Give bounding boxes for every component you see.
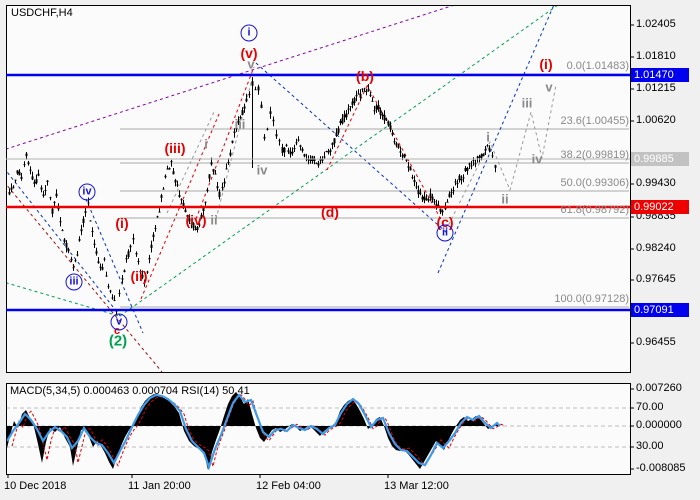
wave-label-i-gray: i xyxy=(204,136,208,152)
wave-label-v-circ: v xyxy=(110,313,128,331)
price-axis-label: 1.02405 xyxy=(636,18,676,30)
trendline-blue-falling-wedge-upper[interactable] xyxy=(0,163,122,318)
price-axis-label: 1.01810 xyxy=(636,50,676,62)
wave-label-iv-circ: iv xyxy=(78,183,96,201)
fib-level-label: 23.6(1.00455) xyxy=(560,115,630,127)
axis-ticks xyxy=(7,24,634,478)
wave-label-iii-gray: iii xyxy=(521,95,533,111)
price-axis-label: 0.99430 xyxy=(636,177,676,189)
wave-label-ii-red: (ii) xyxy=(130,268,148,284)
wave-label-i-gray: i xyxy=(486,129,490,145)
wave-label-iii-red: (iii) xyxy=(164,140,186,156)
date-label: 10 Dec 2018 xyxy=(4,480,67,492)
fib-level-label: 0.0(1.01483) xyxy=(566,60,629,72)
price-badge: 0.97091 xyxy=(631,303,689,317)
wave-label-i-circ: i xyxy=(240,24,258,42)
wave-label-iv-red: (iv) xyxy=(185,212,207,228)
wave-label-b-red: (b) xyxy=(356,68,374,84)
trendline-blue-rally-projection[interactable] xyxy=(437,0,556,274)
wave-label-d-red: (d) xyxy=(321,204,339,220)
price-axis-label: 1.01215 xyxy=(636,82,676,94)
fib-level-label: 50.0(0.99306) xyxy=(560,177,630,189)
indicator-axis-label: 0.007260 xyxy=(636,382,682,394)
indicator-axis-label: 0.000000 xyxy=(636,419,682,431)
trendline-darkred-falling-trendline[interactable] xyxy=(0,177,163,372)
price-axis-label: 1.00620 xyxy=(636,114,676,126)
wave-label-ii-gray: ii xyxy=(210,212,218,228)
date-label: 13 Mar 12:00 xyxy=(384,480,449,492)
trendline-blue-decline-to-c[interactable] xyxy=(255,62,448,234)
candlesticks xyxy=(8,77,497,316)
wave-label-v-gray: v xyxy=(545,79,553,95)
indicator-curves xyxy=(7,392,630,471)
macd-histogram xyxy=(7,392,500,470)
price-axis-label: 0.96455 xyxy=(636,336,676,348)
wave-label-iv-gray: iv xyxy=(531,151,543,167)
wave-label-iii-gray: iii xyxy=(234,116,246,132)
price-axis-label: 0.97645 xyxy=(636,273,676,285)
wave-label-v-gray: v xyxy=(247,56,255,72)
indicator-axis-label: 30.00 xyxy=(636,440,664,452)
fib-level-label: 100.0(0.97128) xyxy=(554,293,629,305)
price-badge: 0.99885 xyxy=(631,152,689,166)
symbol-title: USDCHF,H4 xyxy=(11,7,73,19)
trendline-red-rally-to-b[interactable] xyxy=(326,83,369,171)
wave-label-iv-gray: iv xyxy=(256,162,268,178)
date-label: 12 Feb 04:00 xyxy=(256,480,321,492)
wave-label-i-red: (i) xyxy=(539,56,553,72)
wave-label-2-green: (2) xyxy=(108,332,128,350)
trendline-gray-subwave-2[interactable] xyxy=(215,78,253,220)
trendline-green-support-rising[interactable] xyxy=(119,0,565,317)
fib-level-label: 61.8(0.98792) xyxy=(560,204,630,216)
wave-label-iii-circ: iii xyxy=(65,273,83,291)
wave-label-ii-gray: ii xyxy=(501,191,509,207)
price-badge: 1.01470 xyxy=(631,68,689,82)
wave-label-i-red: (i) xyxy=(115,215,129,231)
wave-label-c-red-small: c xyxy=(113,325,121,337)
trendline-gray-subwave-1[interactable] xyxy=(166,111,215,214)
trendline-gray-forecast-zigzag[interactable] xyxy=(445,84,557,231)
price-axis-label: 0.98240 xyxy=(636,242,676,254)
indicator-title: MACD(5,34,5) 0.000463 0.000704 RSI(14) 5… xyxy=(10,385,250,397)
indicator-axis-label: 70.00 xyxy=(636,401,664,413)
price-badge: 0.99022 xyxy=(631,200,689,214)
rsi-line xyxy=(7,393,501,471)
wave-label-ii-circ: ii xyxy=(436,224,454,242)
indicator-axis-label: -0.008085 xyxy=(636,462,686,474)
date-label: 11 Jan 20:00 xyxy=(128,480,191,492)
fib-level-label: 38.2(0.99819) xyxy=(560,149,630,161)
wave-label-v-red: (v) xyxy=(240,45,258,61)
